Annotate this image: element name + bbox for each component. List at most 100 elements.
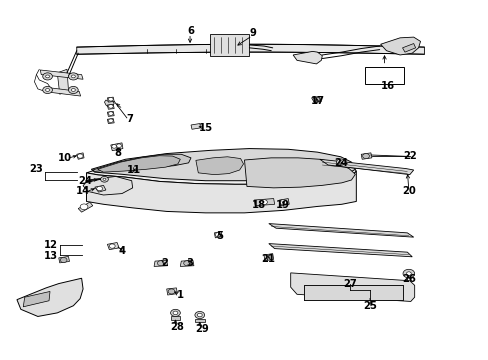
Polygon shape: [86, 171, 356, 213]
Circle shape: [71, 75, 75, 78]
Text: 12: 12: [44, 240, 58, 250]
Polygon shape: [210, 34, 249, 56]
Circle shape: [108, 98, 113, 101]
Polygon shape: [77, 153, 84, 159]
Bar: [303, 285, 403, 300]
Polygon shape: [244, 158, 355, 188]
Circle shape: [195, 311, 204, 319]
Text: 2: 2: [161, 258, 167, 268]
Text: 28: 28: [170, 322, 184, 332]
Circle shape: [260, 200, 267, 204]
Polygon shape: [40, 70, 83, 79]
Text: 20: 20: [401, 186, 415, 197]
Bar: [365, 67, 403, 84]
Circle shape: [109, 244, 115, 248]
Text: 24: 24: [78, 176, 92, 186]
Circle shape: [42, 73, 52, 80]
Circle shape: [402, 269, 414, 278]
Circle shape: [97, 186, 102, 191]
Polygon shape: [268, 224, 413, 237]
Circle shape: [168, 289, 175, 294]
Polygon shape: [311, 96, 321, 103]
Polygon shape: [268, 244, 411, 257]
Polygon shape: [180, 260, 194, 266]
Text: 11: 11: [126, 165, 141, 175]
Text: 10: 10: [58, 153, 71, 163]
Polygon shape: [57, 69, 68, 94]
Circle shape: [338, 161, 342, 163]
Polygon shape: [170, 316, 180, 320]
Polygon shape: [107, 111, 114, 116]
Polygon shape: [290, 273, 414, 301]
Text: 26: 26: [401, 274, 415, 284]
Text: 1: 1: [176, 290, 183, 300]
Polygon shape: [191, 123, 201, 129]
Text: 22: 22: [402, 152, 416, 161]
Text: 27: 27: [343, 279, 357, 289]
Polygon shape: [50, 88, 81, 96]
Polygon shape: [128, 166, 137, 171]
Circle shape: [183, 261, 190, 266]
Polygon shape: [93, 154, 191, 171]
Polygon shape: [59, 256, 69, 263]
Text: 14: 14: [76, 186, 90, 197]
Text: 15: 15: [198, 123, 212, 133]
Polygon shape: [107, 118, 114, 123]
Circle shape: [157, 261, 164, 266]
Circle shape: [45, 89, 49, 91]
Text: 3: 3: [186, 258, 193, 268]
Circle shape: [108, 105, 113, 108]
Circle shape: [173, 311, 178, 315]
Text: 13: 13: [44, 251, 58, 261]
Polygon shape: [361, 153, 371, 159]
Circle shape: [68, 86, 78, 94]
Circle shape: [68, 73, 78, 80]
Text: 9: 9: [249, 28, 256, 38]
Circle shape: [215, 233, 221, 237]
Circle shape: [336, 159, 345, 165]
Polygon shape: [107, 243, 119, 249]
Text: 18: 18: [251, 200, 265, 210]
Polygon shape: [264, 253, 273, 261]
Polygon shape: [166, 288, 177, 295]
Circle shape: [362, 154, 369, 158]
Circle shape: [197, 313, 202, 317]
Polygon shape: [402, 44, 415, 52]
Circle shape: [280, 200, 286, 204]
Circle shape: [116, 144, 121, 148]
Text: 25: 25: [362, 301, 376, 311]
Text: 7: 7: [126, 113, 133, 123]
Circle shape: [77, 154, 83, 158]
Circle shape: [71, 89, 75, 91]
Polygon shape: [86, 152, 356, 184]
Polygon shape: [111, 143, 122, 151]
Polygon shape: [17, 278, 83, 316]
Circle shape: [45, 75, 49, 78]
Polygon shape: [95, 185, 106, 192]
Polygon shape: [279, 199, 288, 206]
Polygon shape: [195, 319, 204, 322]
Circle shape: [108, 112, 113, 115]
Polygon shape: [214, 231, 222, 238]
Polygon shape: [107, 97, 114, 102]
Text: 23: 23: [29, 163, 43, 174]
Text: 24: 24: [333, 158, 347, 168]
Polygon shape: [319, 159, 413, 175]
Text: 5: 5: [215, 231, 222, 242]
Polygon shape: [254, 199, 274, 206]
Text: 29: 29: [194, 324, 208, 334]
Polygon shape: [77, 44, 424, 54]
Text: 8: 8: [114, 148, 122, 158]
Polygon shape: [78, 202, 93, 212]
Polygon shape: [380, 37, 420, 55]
Text: 21: 21: [260, 254, 274, 264]
Circle shape: [42, 86, 52, 94]
Circle shape: [170, 309, 180, 316]
Circle shape: [80, 204, 88, 210]
Text: 6: 6: [187, 26, 194, 36]
Polygon shape: [154, 260, 167, 266]
Circle shape: [112, 145, 116, 148]
Polygon shape: [292, 51, 322, 64]
Text: 19: 19: [275, 200, 289, 210]
Text: 4: 4: [118, 246, 125, 256]
